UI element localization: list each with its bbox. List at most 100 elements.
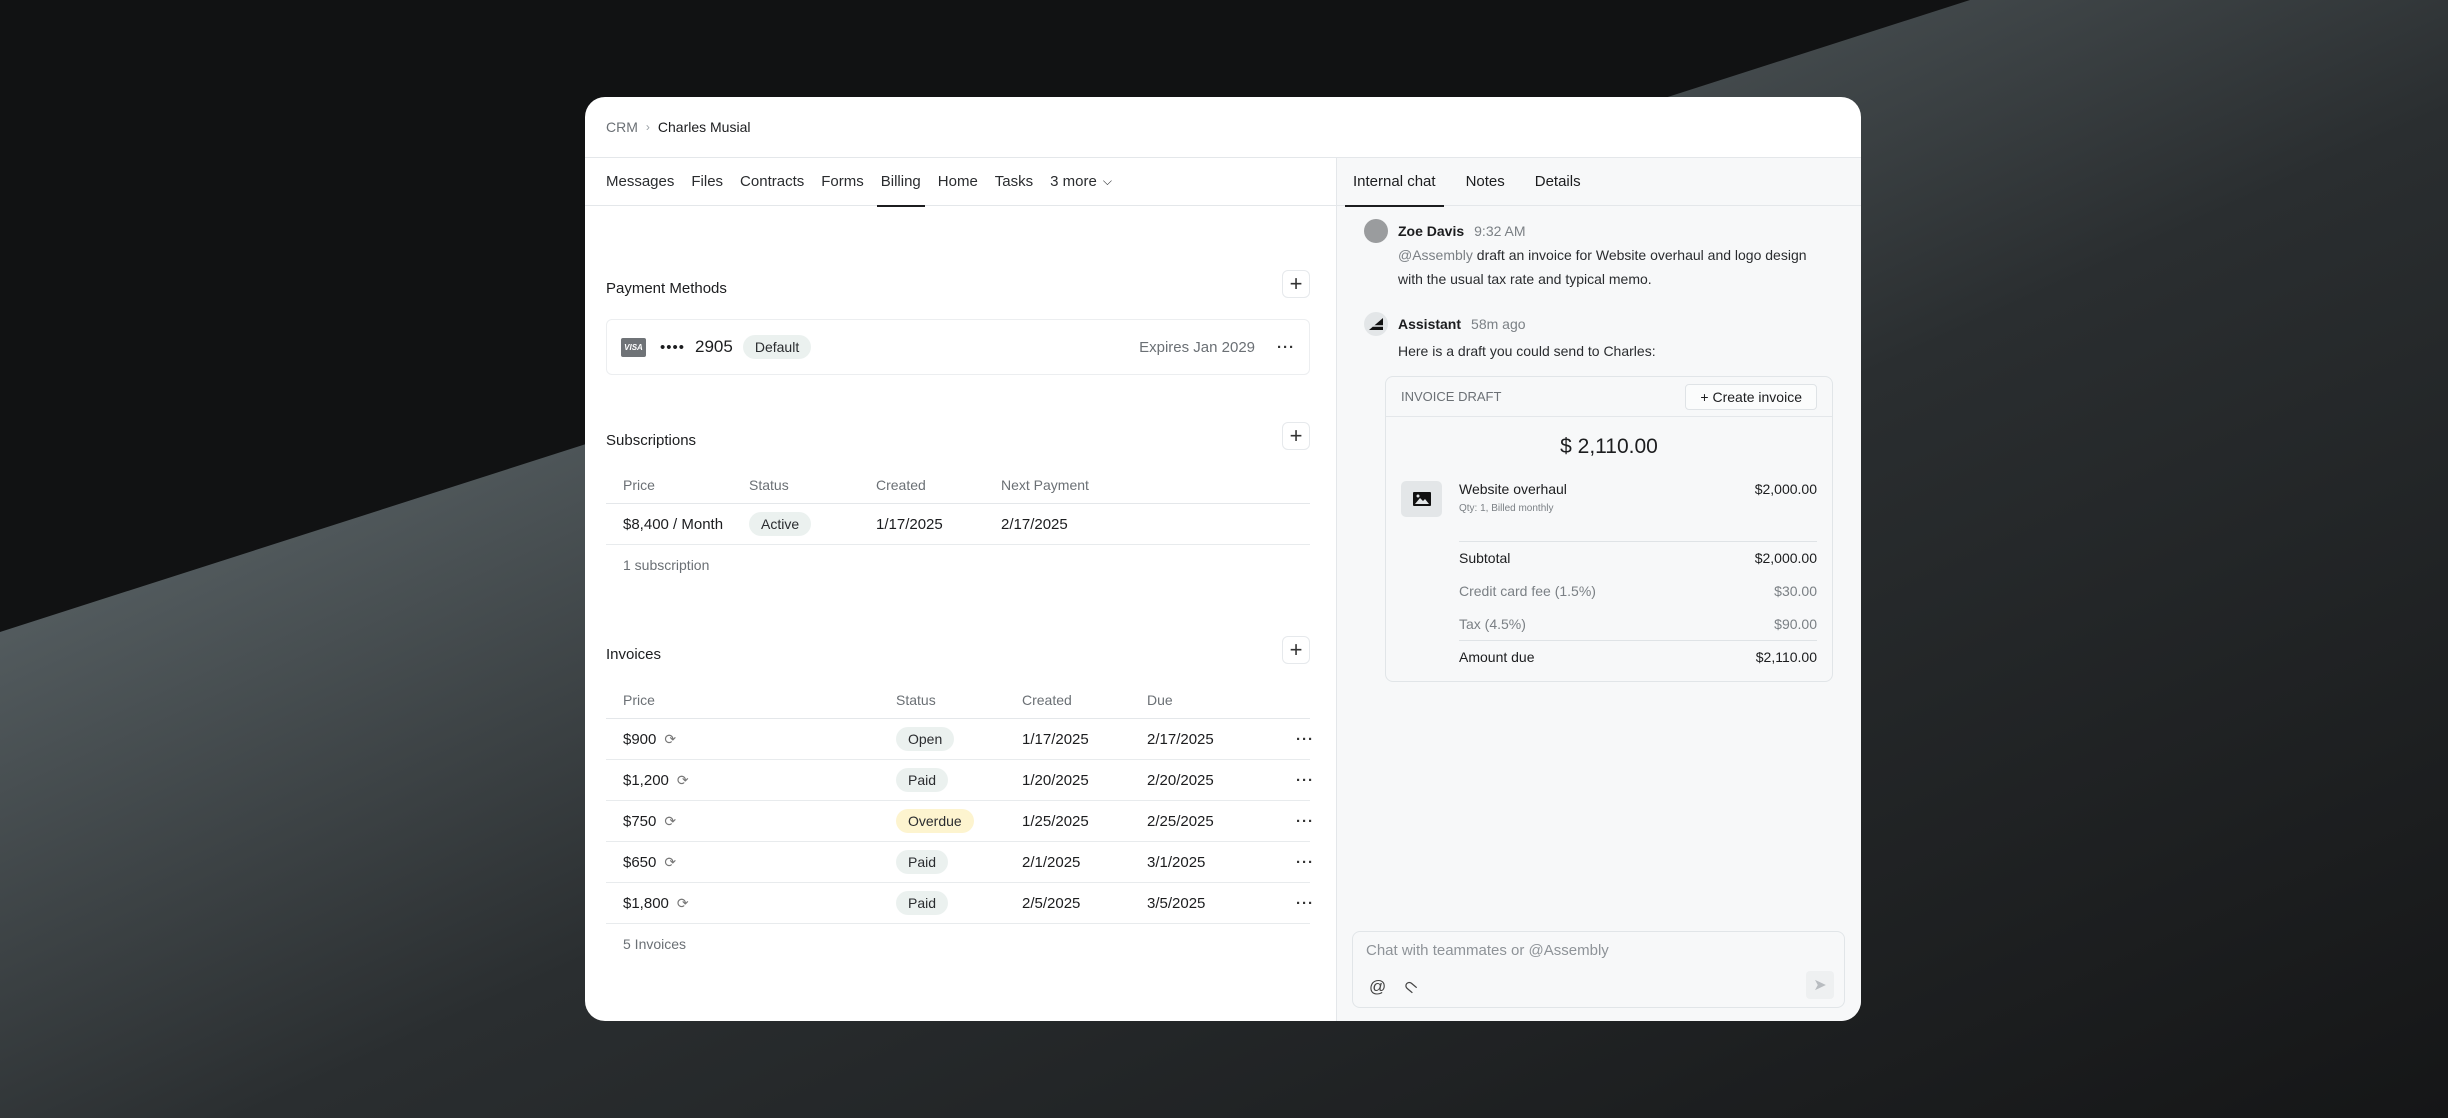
- tab-contracts[interactable]: Contracts: [740, 173, 805, 190]
- table-header: Price Status Created Next Payment: [606, 466, 1310, 504]
- message-text: draft an invoice for Website overhaul an…: [1398, 247, 1807, 287]
- image-icon: [1401, 481, 1442, 517]
- price-value: $1,800: [623, 894, 669, 912]
- tab-home[interactable]: Home: [937, 173, 978, 190]
- recurring-icon: ⟳: [664, 812, 677, 829]
- col-price: Price: [623, 691, 655, 708]
- amount-due: $2,110.00: [1755, 649, 1817, 665]
- timestamp: 58m ago: [1471, 316, 1526, 332]
- due: 2/20/2025: [1147, 771, 1214, 789]
- invoices-count: 5 Invoices: [623, 936, 687, 952]
- created: 1/20/2025: [1022, 771, 1089, 789]
- timestamp: 9:32 AM: [1474, 223, 1526, 239]
- fee-label: Credit card fee (1.5%): [1459, 582, 1596, 599]
- price-value: $900: [623, 730, 657, 748]
- tab-messages[interactable]: Messages: [606, 173, 675, 190]
- col-price: Price: [623, 476, 655, 493]
- add-payment-method-button[interactable]: +: [1282, 270, 1310, 298]
- row-more-icon[interactable]: ···: [1296, 771, 1314, 789]
- row-more-icon[interactable]: ···: [1296, 812, 1314, 830]
- table-row[interactable]: $650 ⟳ Paid 2/1/2025 3/1/2025 ···: [606, 842, 1313, 883]
- invoices-table: Price Status Created Due $900 ⟳ Open 1/17…: [606, 681, 1313, 952]
- table-header: Price Status Created Due: [606, 681, 1310, 719]
- price: $1,800 ⟳: [623, 895, 689, 912]
- chat-input[interactable]: Chat with teammates or @Assembly @ ⊂ ➤: [1352, 931, 1845, 1008]
- chat-composer: Chat with teammates or @Assembly @ ⊂ ➤: [1336, 916, 1861, 1021]
- status-badge: Paid: [896, 768, 949, 792]
- create-invoice-button[interactable]: + Create invoice: [1685, 383, 1817, 410]
- visa-icon: VISA: [621, 337, 646, 357]
- add-invoice-button[interactable]: +: [1282, 636, 1310, 664]
- avatar: [1364, 219, 1388, 243]
- col-created: Created: [876, 476, 926, 493]
- assistant-logo-icon: [1364, 312, 1388, 336]
- fee: $30.00: [1774, 582, 1817, 599]
- subscriptions-table: Price Status Created Next Payment $8,400…: [606, 466, 1310, 573]
- message-text: Here is a draft you could send to Charle…: [1398, 343, 1656, 359]
- created: 2/1/2025: [1022, 853, 1081, 871]
- table-row[interactable]: $8,400 / Month Active 1/17/2025 2/17/202…: [606, 504, 1310, 545]
- row-more-icon[interactable]: ···: [1296, 853, 1314, 871]
- price: $750 ⟳: [623, 813, 676, 830]
- recurring-icon: ⟳: [664, 730, 677, 747]
- status-badge: Paid: [896, 850, 949, 874]
- app-window: CRM › Charles Musial Messages Files Cont…: [585, 97, 1861, 1021]
- chevron-down-icon: ⌵: [1102, 174, 1112, 188]
- tab-forms[interactable]: Forms: [821, 173, 864, 190]
- due: 2/25/2025: [1147, 812, 1214, 830]
- created: 1/17/2025: [876, 515, 943, 533]
- due: 3/5/2025: [1147, 894, 1206, 912]
- col-status: Status: [749, 476, 789, 493]
- table-row[interactable]: $1,800 ⟳ Paid 2/5/2025 3/5/2025 ···: [606, 883, 1313, 924]
- breadcrumb-current: Charles Musial: [657, 119, 751, 135]
- subscriptions-count: 1 subscription: [623, 557, 710, 573]
- card-expiry: Expires Jan 2029: [1139, 338, 1255, 356]
- row-more-icon[interactable]: ···: [1296, 730, 1314, 748]
- chat-placeholder: Chat with teammates or @Assembly: [1366, 942, 1609, 959]
- invoice-total: $ 2,110.00: [1560, 435, 1658, 458]
- create-invoice-label: Create invoice: [1712, 388, 1803, 405]
- card-last4: 2905: [695, 337, 733, 356]
- tab-billing[interactable]: Billing: [876, 158, 925, 207]
- status-badge: Open: [896, 727, 955, 751]
- table-row[interactable]: $900 ⟳ Open 1/17/2025 2/17/2025 ···: [606, 719, 1313, 760]
- status-badge: Overdue: [896, 809, 974, 833]
- chat-message: Zoe Davis 9:32 AM @Assembly draft an invo…: [1364, 219, 1831, 291]
- chevron-right-icon: ›: [645, 120, 650, 134]
- price: $1,200 ⟳: [623, 772, 689, 789]
- side-tabs: Internal chat Notes Details: [1337, 158, 1861, 207]
- paperclip-icon[interactable]: ⊂: [1398, 974, 1423, 999]
- author: Zoe Davis: [1398, 223, 1465, 239]
- mention[interactable]: @Assembly: [1398, 247, 1473, 263]
- subscriptions-section: Subscriptions + Price Status Created Nex…: [606, 422, 1310, 573]
- section-title: Subscriptions: [606, 432, 697, 449]
- table-row[interactable]: $750 ⟳ Overdue 1/25/2025 2/25/2025 ···: [606, 801, 1313, 842]
- plus-icon: +: [1700, 388, 1713, 405]
- tab-internal-chat[interactable]: Internal chat: [1345, 158, 1444, 207]
- created: 1/17/2025: [1022, 730, 1089, 748]
- author: Assistant: [1398, 316, 1462, 332]
- tab-notes[interactable]: Notes: [1465, 173, 1505, 190]
- send-icon[interactable]: ➤: [1806, 971, 1834, 999]
- invoice-draft-label: INVOICE DRAFT: [1401, 389, 1502, 404]
- payment-methods-section: Payment Methods + VISA •••• 2905 Default…: [606, 270, 1310, 375]
- col-status: Status: [896, 691, 936, 708]
- recurring-icon: ⟳: [676, 771, 689, 788]
- price-value: $650: [623, 853, 657, 871]
- col-due: Due: [1147, 691, 1173, 708]
- row-more-icon[interactable]: ···: [1296, 894, 1314, 912]
- tab-bar: Messages Files Contracts Forms Billing H…: [585, 158, 1336, 207]
- tab-more[interactable]: 3 more ⌵: [1050, 158, 1112, 206]
- recurring-icon: ⟳: [676, 894, 689, 911]
- breadcrumb-crm[interactable]: CRM: [606, 119, 638, 135]
- mention-icon[interactable]: @: [1369, 977, 1387, 996]
- next-payment: 2/17/2025: [1001, 515, 1068, 533]
- table-row[interactable]: $1,200 ⟳ Paid 1/20/2025 2/20/2025 ···: [606, 760, 1313, 801]
- tab-tasks[interactable]: Tasks: [994, 173, 1034, 190]
- tab-files[interactable]: Files: [691, 173, 724, 190]
- card-more-icon[interactable]: ···: [1277, 338, 1295, 356]
- line-item: Website overhaul $2,000.00 Qty: 1, Billed…: [1401, 481, 1817, 517]
- add-subscription-button[interactable]: +: [1282, 422, 1310, 450]
- tab-details[interactable]: Details: [1534, 173, 1581, 190]
- item-price: $2,000.00: [1754, 481, 1817, 497]
